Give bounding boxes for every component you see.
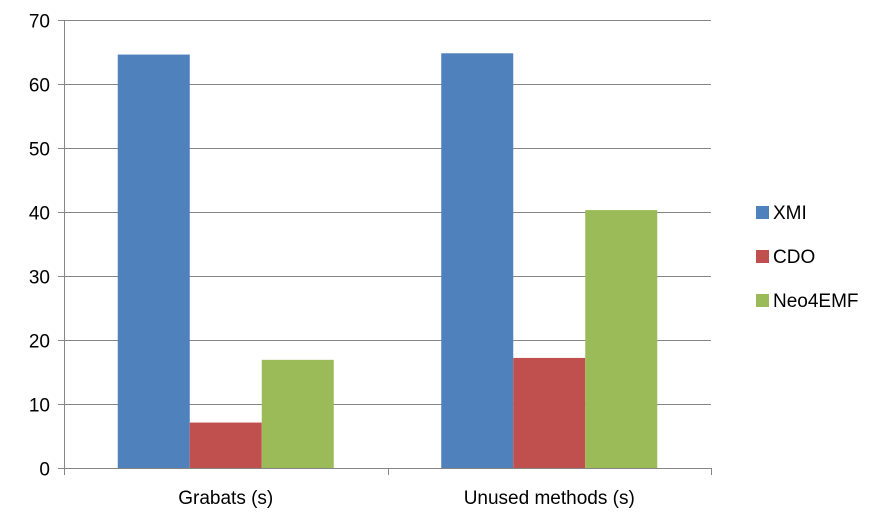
y-tick-label: 60	[29, 76, 50, 97]
legend-label-cdo: CDO	[773, 247, 815, 268]
bar-xmi-1	[117, 54, 190, 469]
legend: XMI CDO Neo4EMF	[756, 203, 859, 312]
bar-cdo-2	[513, 357, 586, 468]
legend-label-xmi: XMI	[773, 203, 807, 224]
y-tick-label: 0	[39, 460, 50, 481]
bar-cdo-1	[189, 422, 262, 468]
y-axis-tick-labels: 0 10 20 30 40 50 60 70	[29, 12, 50, 481]
y-tick-label: 10	[29, 396, 50, 417]
legend-swatch-xmi	[756, 206, 769, 219]
legend-swatch-neo4emf	[756, 294, 769, 307]
bars	[117, 53, 658, 469]
y-tick-label: 70	[29, 12, 50, 33]
x-category-label: Unused methods (s)	[464, 488, 635, 509]
bar-neo4emf-1	[261, 359, 334, 468]
y-tick-label: 50	[29, 140, 50, 161]
x-axis-category-labels: Grabats (s) Unused methods (s)	[178, 488, 635, 509]
axes	[64, 20, 712, 475]
y-tick-label: 30	[29, 268, 50, 289]
legend-swatch-cdo	[756, 250, 769, 263]
legend-label-neo4emf: Neo4EMF	[773, 291, 859, 312]
x-category-label: Grabats (s)	[178, 488, 273, 509]
bar-xmi-2	[441, 53, 514, 468]
y-tick-label: 40	[29, 204, 50, 225]
y-tick-label: 20	[29, 332, 50, 353]
bar-neo4emf-2	[585, 210, 658, 468]
